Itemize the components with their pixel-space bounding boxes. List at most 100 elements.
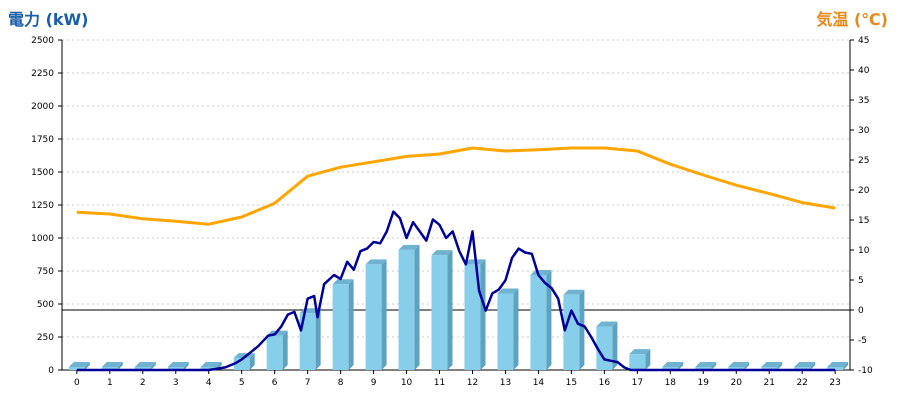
bar-top [794, 362, 816, 367]
bar-side [447, 250, 453, 370]
bar [200, 367, 217, 370]
y2-tick-label: 20 [858, 186, 870, 196]
bar-top [563, 289, 585, 295]
y-tick-label: 2250 [31, 69, 54, 79]
y2-tick-label: 40 [858, 66, 870, 76]
y2-tick-label: 15 [858, 216, 869, 226]
bar-top [134, 362, 156, 367]
x-tick-label: 14 [533, 378, 545, 388]
bar-side [249, 353, 255, 370]
bar-top [431, 250, 453, 256]
bar-top [629, 349, 651, 355]
bar [431, 255, 448, 370]
y-tick-label: 250 [37, 333, 54, 343]
bar [167, 367, 184, 370]
left-axis-title: 電力 (kW) [8, 10, 89, 29]
bar-side [612, 321, 618, 370]
bar [101, 367, 118, 370]
x-tick-label: 12 [467, 378, 478, 388]
x-tick-label: 15 [566, 378, 577, 388]
bar [563, 294, 580, 370]
bar-top [365, 259, 387, 265]
bar [695, 367, 712, 370]
bar-top [827, 362, 849, 367]
y2-tick-label: 45 [858, 36, 869, 46]
bar-side [480, 259, 486, 370]
bar-side [414, 244, 420, 370]
x-tick-label: 19 [698, 378, 710, 388]
bar-side [183, 362, 189, 370]
y-tick-label: 750 [37, 267, 54, 277]
x-tick-label: 20 [731, 378, 743, 388]
bar-side [150, 362, 156, 370]
bar [398, 249, 415, 370]
bar-top [596, 321, 618, 327]
y2-tick-label: 25 [858, 156, 869, 166]
bar-top [761, 362, 783, 367]
x-tick-label: 5 [239, 378, 245, 388]
bar [662, 367, 679, 370]
y-tick-label: 1000 [31, 234, 54, 244]
bar [761, 367, 778, 370]
bar-side [348, 279, 354, 370]
x-tick-label: 7 [305, 378, 311, 388]
x-tick-label: 4 [206, 378, 212, 388]
bar-side [513, 288, 519, 370]
bar-side [810, 362, 816, 370]
right-axis-title: 気温 (℃) [816, 10, 888, 29]
bar-side [84, 362, 90, 370]
bar [464, 264, 481, 370]
y2-tick-label: 35 [858, 96, 869, 106]
y-tick-label: 2500 [31, 36, 54, 46]
x-tick-label: 0 [74, 378, 80, 388]
x-tick-label: 16 [599, 378, 611, 388]
bar [794, 367, 811, 370]
bar-side [678, 362, 684, 370]
bar-top [530, 269, 552, 275]
x-tick-label: 11 [434, 378, 445, 388]
bar [266, 335, 283, 370]
bar-top [398, 244, 420, 250]
bar [332, 284, 349, 370]
x-tick-label: 23 [829, 378, 840, 388]
bar-top [167, 362, 189, 367]
x-tick-label: 18 [665, 378, 677, 388]
bar-side [315, 308, 321, 370]
bar-side [282, 330, 288, 370]
x-tick-label: 8 [338, 378, 344, 388]
bar-side [546, 269, 552, 370]
bar-top [497, 288, 519, 294]
bar-top [332, 279, 354, 285]
y-tick-label: 1750 [31, 135, 54, 145]
x-tick-label: 6 [272, 378, 278, 388]
bar-top [68, 362, 90, 367]
bar-side [579, 289, 585, 370]
bar-side [843, 362, 849, 370]
x-tick-label: 1 [107, 378, 113, 388]
bar [365, 264, 382, 370]
bar [827, 367, 844, 370]
power-line [76, 210, 836, 372]
bar [629, 354, 646, 370]
bar-side [117, 362, 123, 370]
bar-top [200, 362, 222, 367]
y2-tick-label: 30 [858, 126, 870, 136]
x-tick-label: 3 [173, 378, 179, 388]
bar [299, 313, 316, 370]
bar-top [728, 362, 750, 367]
y2-tick-label: 10 [858, 246, 870, 256]
y2-tick-label: 0 [858, 306, 864, 316]
y2-tick-label: -5 [858, 336, 867, 346]
bar-side [381, 259, 387, 370]
x-tick-label: 13 [500, 378, 511, 388]
bar-side [711, 362, 717, 370]
y2-tick-label: -10 [858, 366, 873, 376]
y-tick-label: 0 [48, 366, 54, 376]
y2-tick-label: 5 [858, 276, 864, 286]
bar [728, 367, 745, 370]
y-tick-label: 2000 [31, 102, 54, 112]
x-tick-label: 21 [763, 378, 774, 388]
x-tick-label: 2 [140, 378, 146, 388]
